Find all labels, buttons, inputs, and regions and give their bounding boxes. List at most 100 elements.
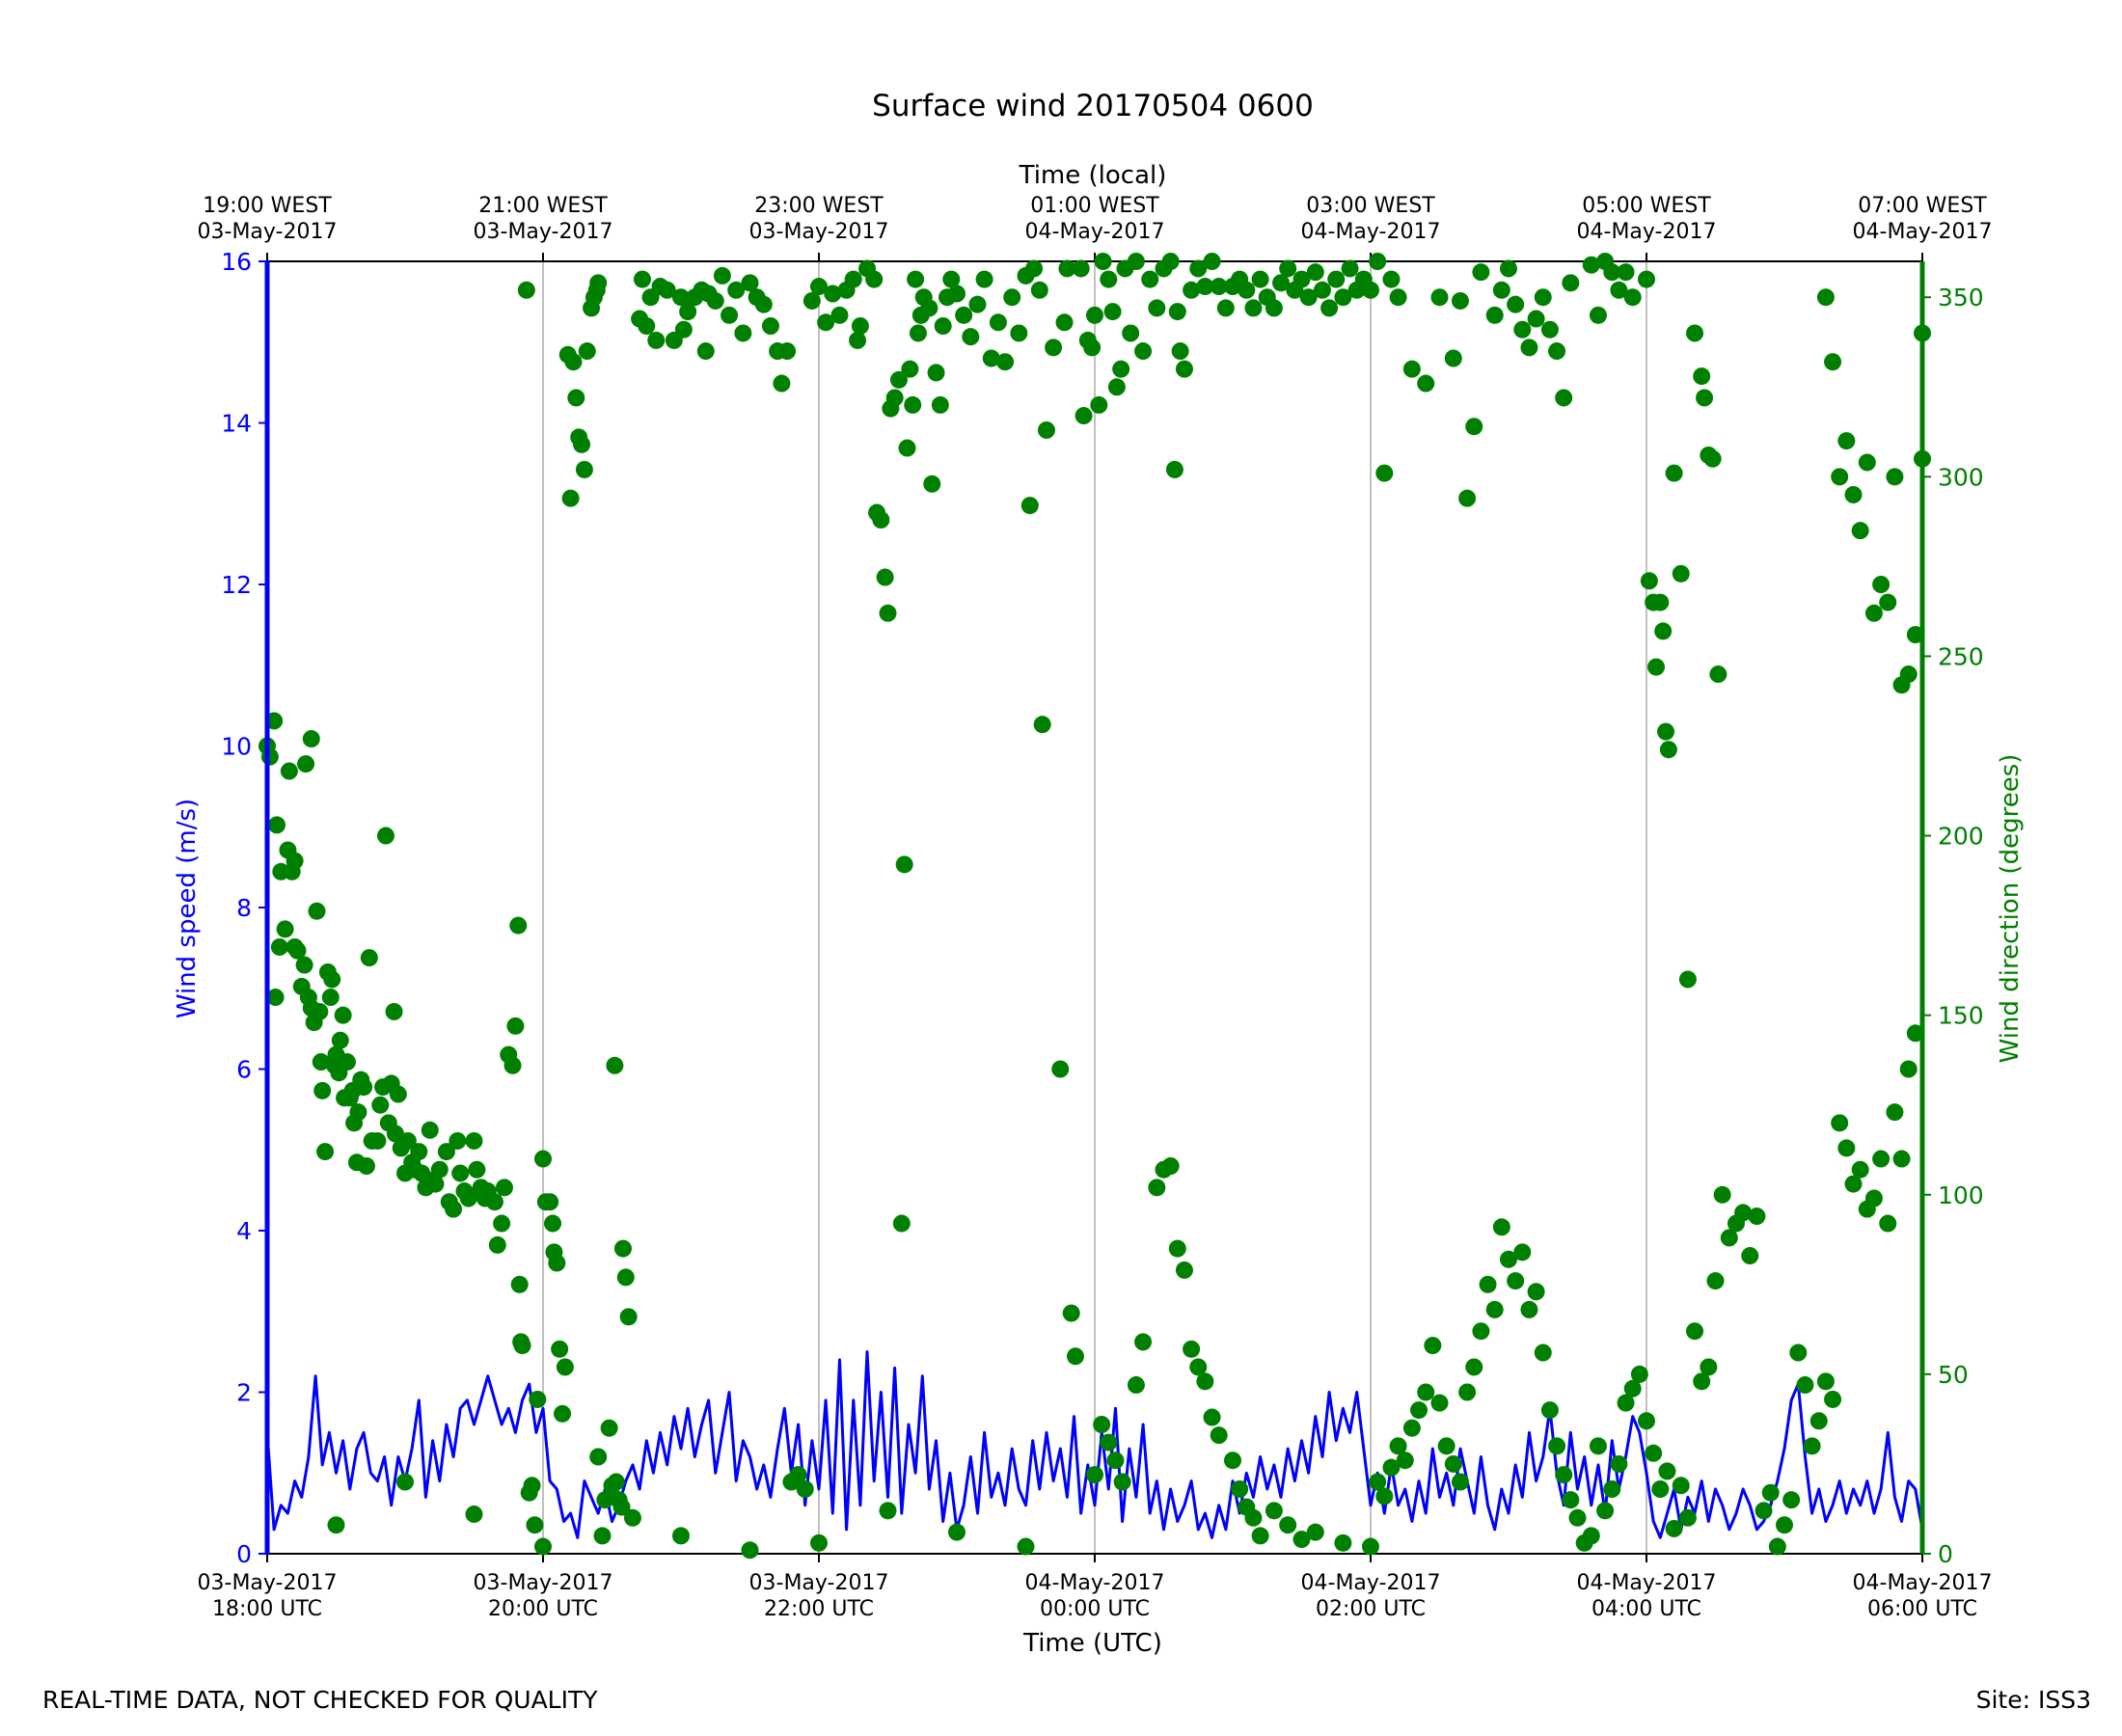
x-top-tick-label-date: 04-May-2017 xyxy=(1853,220,1993,244)
wind-direction-point xyxy=(1148,1179,1166,1197)
wind-direction-point xyxy=(942,270,961,288)
x-tick-label-date: 03-May-2017 xyxy=(749,1571,889,1595)
wind-direction-point xyxy=(1610,1454,1628,1473)
wind-direction-point xyxy=(1244,1508,1263,1527)
wind-direction-point xyxy=(810,1533,828,1552)
wind-direction-point xyxy=(1251,270,1269,288)
wind-direction-point xyxy=(1647,658,1666,676)
wind-direction-point xyxy=(1589,306,1607,324)
wind-direction-point xyxy=(1196,1372,1214,1391)
wind-direction-point xyxy=(1872,1150,1891,1168)
wind-direction-point xyxy=(1472,1322,1490,1341)
x-tick-label-date: 04-May-2017 xyxy=(1301,1571,1441,1595)
x-top-tick-label-date: 04-May-2017 xyxy=(1577,220,1717,244)
wind-direction-point xyxy=(1706,1272,1725,1290)
wind-direction-point xyxy=(1045,339,1063,357)
y-right-tick-label: 0 xyxy=(1938,1540,1953,1568)
wind-direction-point xyxy=(1010,324,1028,342)
wind-direction-point xyxy=(316,1143,335,1161)
wind-direction-point xyxy=(1527,1283,1545,1301)
wind-direction-point xyxy=(606,1056,624,1074)
x-top-tick-label-date: 03-May-2017 xyxy=(474,220,613,244)
wind-direction-point xyxy=(523,1477,541,1495)
wind-direction-point xyxy=(1375,1487,1394,1505)
wind-direction-point xyxy=(1479,1275,1497,1293)
wind-direction-point xyxy=(534,1537,552,1556)
wind-direction-point xyxy=(1654,622,1673,640)
wind-direction-point xyxy=(1658,1462,1676,1480)
wind-direction-point xyxy=(1100,1433,1118,1451)
wind-direction-point xyxy=(1334,288,1352,307)
wind-direction-point xyxy=(1168,303,1186,321)
wind-direction-point xyxy=(1837,432,1856,450)
wind-direction-point xyxy=(1886,1103,1904,1122)
wind-direction-point xyxy=(1334,1533,1352,1552)
wind-direction-point xyxy=(1657,722,1675,741)
wind-direction-point xyxy=(1058,259,1076,278)
wind-direction-point xyxy=(1906,626,1924,644)
wind-direction-point xyxy=(824,285,842,303)
wind-direction-point xyxy=(901,360,919,378)
wind-direction-point xyxy=(1513,320,1532,339)
wind-direction-point xyxy=(1844,485,1863,503)
wind-direction-point xyxy=(1507,1272,1525,1290)
wind-direction-point xyxy=(1292,1531,1311,1549)
wind-direction-point xyxy=(1369,1473,1387,1491)
x-tick-label-time: 02:00 UTC xyxy=(1316,1597,1426,1621)
wind-direction-point xyxy=(1755,1502,1773,1520)
wind-direction-point xyxy=(510,1275,529,1293)
wind-direction-point xyxy=(1672,564,1690,583)
wind-direction-point xyxy=(548,1254,566,1272)
wind-direction-point xyxy=(1122,324,1140,342)
wind-direction-point xyxy=(1672,1477,1690,1495)
wind-direction-point xyxy=(1678,1508,1697,1527)
wind-direction-point xyxy=(1025,259,1044,278)
wind-direction-point xyxy=(810,278,828,296)
wind-direction-point xyxy=(1424,1337,1442,1355)
wind-direction-point xyxy=(1540,320,1559,339)
wind-direction-point xyxy=(430,1160,449,1179)
wind-direction-point xyxy=(1402,360,1421,378)
x-tick-label-time: 04:00 UTC xyxy=(1592,1597,1701,1621)
wind-direction-point xyxy=(488,1235,506,1254)
wind-direction-point xyxy=(975,270,993,288)
x-top-tick-label-time: 07:00 WEST xyxy=(1858,194,1987,218)
y-right-tick-label: 150 xyxy=(1938,1002,1984,1030)
wind-direction-point xyxy=(962,328,980,346)
wind-direction-point xyxy=(1534,288,1552,307)
wind-direction-point xyxy=(1196,278,1214,296)
wind-direction-point xyxy=(1568,1508,1587,1527)
wind-direction-point xyxy=(1603,263,1621,282)
y-left-tick-label: 2 xyxy=(236,1379,252,1407)
wind-direction-point xyxy=(1320,299,1339,317)
wind-direction-point xyxy=(1134,342,1153,361)
wind-direction-point xyxy=(803,291,821,310)
wind-direction-point xyxy=(1485,1300,1504,1318)
wind-direction-point xyxy=(1886,468,1904,486)
wind-direction-point xyxy=(904,395,922,414)
wind-direction-point xyxy=(513,1337,531,1355)
wind-direction-point xyxy=(468,1160,486,1179)
wind-direction-point xyxy=(495,1179,513,1197)
wind-direction-point xyxy=(349,1103,367,1122)
wind-direction-point xyxy=(302,730,320,748)
wind-direction-point xyxy=(1272,274,1291,292)
wind-direction-point xyxy=(1638,270,1655,288)
wind-direction-point xyxy=(817,313,835,332)
wind-direction-point xyxy=(1816,288,1835,307)
wind-direction-point xyxy=(1033,716,1051,734)
wind-direction-point xyxy=(1809,1412,1828,1430)
wind-direction-point xyxy=(1782,1491,1801,1509)
wind-direction-point xyxy=(721,306,739,324)
wind-direction-point xyxy=(1651,1480,1670,1498)
wind-direction-point xyxy=(1824,1390,1842,1408)
wind-direction-point xyxy=(968,295,987,313)
wind-direction-point xyxy=(338,1053,356,1071)
wind-direction-point xyxy=(1761,1483,1780,1502)
wind-direction-point xyxy=(1562,274,1580,292)
wind-direction-point xyxy=(741,1541,759,1560)
wind-direction-point xyxy=(421,1121,439,1139)
wind-direction-point xyxy=(1402,1419,1421,1437)
wind-direction-point xyxy=(1703,449,1722,468)
y-left-tick-label: 12 xyxy=(221,571,252,599)
